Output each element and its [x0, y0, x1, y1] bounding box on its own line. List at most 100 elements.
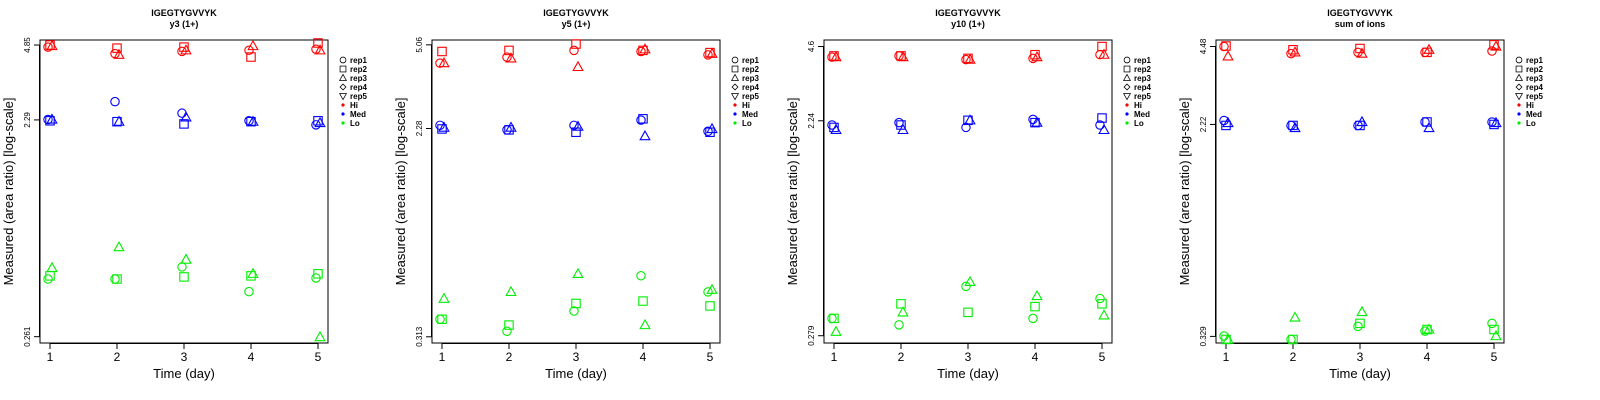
- data-point-lo-rep1: [177, 262, 187, 272]
- data-point-lo-rep3: [1490, 329, 1502, 341]
- legend-marker-rep4: [339, 83, 347, 91]
- x-tick-label: 5: [1099, 350, 1106, 364]
- data-point-hi-rep2: [313, 38, 323, 48]
- legend-label-rep4: rep4: [1134, 83, 1151, 92]
- y-tick-label: 0.261: [23, 326, 32, 347]
- legend-label-rep4: rep4: [742, 83, 759, 92]
- y-tick-label: 0.279: [807, 325, 816, 346]
- legend-label-rep5: rep5: [1134, 92, 1151, 101]
- data-point-lo-rep2: [179, 272, 189, 282]
- x-tick-label: 3: [181, 350, 188, 364]
- legend-label-rep3: rep3: [1526, 74, 1543, 83]
- data-point-hi-rep3: [438, 56, 450, 68]
- legend-marker-rep3: [1514, 73, 1524, 81]
- legend-dot-hi: [1125, 103, 1129, 107]
- data-point-hi-rep3: [1222, 50, 1234, 61]
- legend-dot-hi: [733, 103, 737, 107]
- legend-label-rep2: rep2: [1134, 65, 1151, 74]
- data-point-lo-rep1: [1420, 326, 1430, 336]
- y-tick-label: 4.6: [807, 40, 816, 52]
- data-point-hi-rep3: [1289, 46, 1301, 57]
- chart-subtitle: sum of ions: [1335, 19, 1386, 29]
- x-tick-label: 5: [1491, 350, 1498, 364]
- data-point-med-rep2: [1288, 120, 1298, 131]
- legend-label-hi: Hi: [350, 101, 358, 110]
- data-point-hi-rep3: [180, 44, 192, 55]
- data-point-med-rep2: [45, 116, 55, 126]
- data-point-lo-rep2: [638, 296, 648, 306]
- data-point-med-rep2: [1489, 119, 1499, 130]
- plot-frame: [823, 39, 1113, 344]
- x-tick-label: 4: [640, 350, 647, 364]
- legend-dot-lo: [1125, 121, 1129, 125]
- y-tick-label: 5.06: [415, 37, 424, 53]
- legend-label-rep1: rep1: [350, 56, 367, 65]
- data-point-lo-rep1: [569, 306, 579, 316]
- legend-label-med: Med: [350, 110, 366, 119]
- data-point-med-rep3: [46, 113, 58, 124]
- legend-marker-rep5: [1514, 93, 1524, 101]
- x-tick-label: 2: [1290, 350, 1297, 364]
- x-tick-label: 1: [47, 350, 54, 364]
- data-point-lo-rep2: [829, 313, 839, 324]
- data-point-hi-rep1: [827, 52, 837, 62]
- data-point-lo-rep3: [314, 330, 326, 342]
- data-point-med-rep1: [110, 96, 120, 107]
- legend-label-lo: Lo: [1134, 119, 1144, 128]
- data-point-med-rep3: [1031, 116, 1043, 127]
- data-point-med-rep2: [437, 124, 447, 134]
- legend-label-rep4: rep4: [1526, 83, 1543, 92]
- data-point-lo-rep3: [572, 267, 584, 279]
- legend-marker-rep5: [338, 93, 348, 101]
- legend-label-rep2: rep2: [350, 65, 367, 74]
- y-axis-label: Measured (area ratio) [log-scale]: [785, 98, 800, 286]
- data-point-hi-rep2: [1030, 49, 1040, 60]
- data-point-hi-rep3: [572, 60, 584, 72]
- data-point-hi-rep3: [46, 39, 58, 51]
- data-point-lo-rep1: [1487, 318, 1497, 329]
- data-point-med-rep3: [572, 120, 584, 131]
- x-tick-label: 1: [439, 350, 446, 364]
- legend-marker-rep3: [1122, 73, 1132, 81]
- data-point-lo-rep3: [897, 306, 909, 317]
- legend-dot-hi: [341, 103, 345, 107]
- y-tick-label: 0.313: [415, 326, 424, 347]
- data-point-lo-rep1: [1286, 334, 1296, 345]
- legend-dot-lo: [733, 121, 737, 125]
- legend-label-rep5: rep5: [350, 92, 367, 101]
- chart-title: IGEGTYGVVYK: [543, 8, 609, 18]
- data-point-lo-rep3: [247, 267, 259, 278]
- data-point-med-rep1: [43, 114, 53, 125]
- y-axis-label: Measured (area ratio) [log-scale]: [1177, 98, 1192, 286]
- data-point-hi-rep1: [1219, 41, 1229, 52]
- data-point-hi-rep1: [569, 45, 579, 56]
- legend-label-med: Med: [742, 110, 758, 119]
- data-point-med-rep3: [639, 129, 651, 141]
- x-tick-label: 2: [114, 350, 121, 364]
- x-tick-label: 1: [831, 350, 838, 364]
- x-tick-label: 4: [248, 350, 255, 364]
- data-point-lo-rep3: [706, 283, 718, 294]
- data-point-lo-rep2: [437, 314, 447, 324]
- legend-label-rep1: rep1: [742, 56, 759, 65]
- legend-marker-rep5: [1122, 93, 1132, 101]
- data-point-hi-rep1: [244, 45, 254, 56]
- legend-dot-med: [1517, 112, 1521, 116]
- data-point-hi-rep3: [1423, 43, 1435, 54]
- data-point-hi-rep1: [961, 54, 971, 65]
- legend-marker-rep2: [1515, 65, 1523, 73]
- legend-label-med: Med: [1134, 110, 1150, 119]
- data-point-lo-rep3: [438, 292, 450, 303]
- legend-marker-rep3: [338, 73, 348, 81]
- data-point-lo-rep1: [110, 274, 120, 284]
- data-point-med-rep3: [1098, 123, 1110, 135]
- data-point-lo-rep3: [1289, 311, 1301, 322]
- legend-dot-lo: [341, 121, 345, 125]
- data-point-med-rep3: [1222, 116, 1234, 128]
- legend-marker-rep2: [731, 65, 739, 73]
- data-point-hi-rep2: [1288, 45, 1298, 55]
- data-point-med-rep3: [1289, 121, 1301, 133]
